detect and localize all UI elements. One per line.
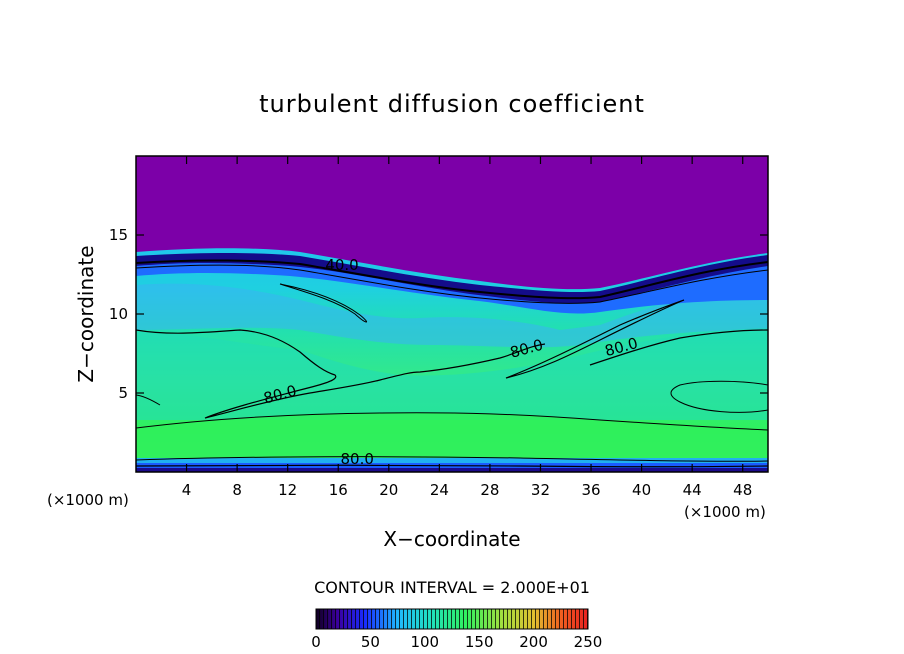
contour-80-sliver — [505, 299, 685, 379]
x-tick-label: 20 — [379, 481, 398, 499]
contour-100 — [136, 412, 768, 431]
colorbar-tick-label: 150 — [465, 633, 494, 651]
x-unit-right: (×1000 m) — [684, 503, 766, 521]
x-tick-label: 8 — [232, 481, 242, 499]
x-unit-left: (×1000 m) — [47, 491, 129, 509]
contour-lines — [136, 259, 768, 468]
x-tick-label: 32 — [531, 481, 550, 499]
colorbar-tick-label: 250 — [574, 633, 603, 651]
x-axis-label: X−coordinate — [383, 527, 520, 551]
x-tick-label: 40 — [632, 481, 651, 499]
contour-bottom-lower — [136, 464, 768, 468]
dark-band — [136, 253, 768, 304]
colorbar: 0 50 100 150 200 250 — [311, 608, 602, 651]
contour-40 — [136, 259, 768, 300]
x-tick-label: 24 — [430, 481, 449, 499]
plot-area: 40.080.080.0 80.080.0 — [136, 156, 768, 472]
colorbar-tick-label: 200 — [519, 633, 548, 651]
x-tick-label: 44 — [683, 481, 702, 499]
x-tick-label: 36 — [581, 481, 600, 499]
x-tick-label: 4 — [182, 481, 192, 499]
bottom-band-dark — [136, 468, 768, 472]
colorbar-tick-label: 50 — [361, 633, 380, 651]
y-tick-label: 15 — [109, 226, 128, 244]
x-tick-label: 12 — [278, 481, 297, 499]
colorbar-lines — [316, 609, 588, 629]
contour-80-right — [589, 329, 768, 366]
contour-bottom-upper — [136, 456, 768, 462]
y-axis-label: Z−coordinate — [74, 245, 98, 382]
bottom-band-cyan — [136, 458, 768, 463]
contour-80-left — [136, 329, 546, 419]
x-tick-label: 16 — [329, 481, 348, 499]
contour-inner-ellipse — [279, 283, 368, 323]
contour-label: 80.0 — [340, 450, 373, 468]
chart-title: turbulent diffusion coefficient — [259, 90, 645, 118]
bottom-band-blue — [136, 463, 768, 472]
x-tick-label: 48 — [733, 481, 752, 499]
x-axis-ticks: 4 8 12 16 20 24 28 32 36 40 44 48 — [182, 156, 752, 499]
colorbar-tick-label: 100 — [410, 633, 439, 651]
y-tick-label: 5 — [118, 384, 128, 402]
contour-interval-text: CONTOUR INTERVAL = 2.000E+01 — [314, 578, 590, 597]
colorbar-tick-label: 0 — [311, 633, 321, 651]
contour-label: 40.0 — [325, 256, 358, 274]
y-tick-label: 10 — [109, 305, 128, 323]
colorbar-frame — [315, 608, 589, 630]
y-axis-ticks: 5 10 15 — [109, 226, 768, 402]
x-tick-label: 28 — [480, 481, 499, 499]
aqua-zone — [136, 328, 768, 420]
contour-left-edge — [136, 394, 161, 406]
colorbar-tick-labels: 0 50 100 150 200 250 — [311, 633, 602, 651]
contour-60 — [136, 264, 768, 304]
purple-top-layer — [136, 156, 768, 290]
contour-right-ellipse — [670, 380, 768, 413]
